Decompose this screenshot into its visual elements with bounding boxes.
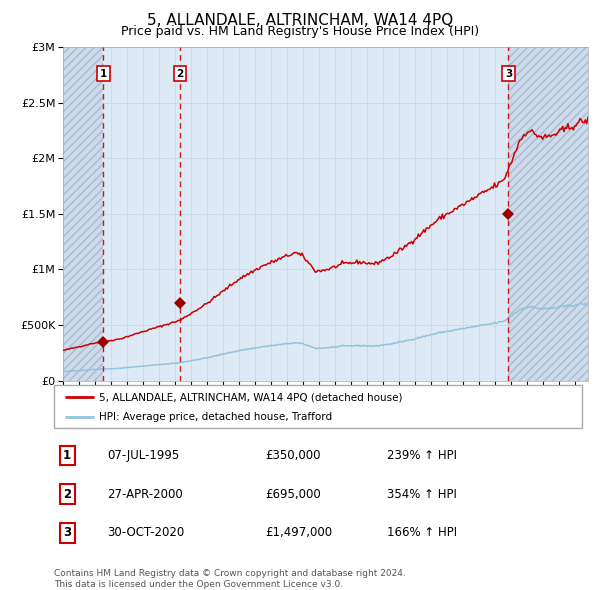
Text: 3: 3 — [63, 526, 71, 539]
Text: 239% ↑ HPI: 239% ↑ HPI — [386, 449, 457, 462]
Bar — [508, 47, 588, 381]
Text: £1,497,000: £1,497,000 — [265, 526, 332, 539]
Text: 07-JUL-1995: 07-JUL-1995 — [107, 449, 179, 462]
Text: 2: 2 — [176, 69, 184, 79]
FancyBboxPatch shape — [54, 385, 582, 428]
Text: 30-OCT-2020: 30-OCT-2020 — [107, 526, 184, 539]
Text: HPI: Average price, detached house, Trafford: HPI: Average price, detached house, Traf… — [99, 412, 332, 422]
Text: £350,000: £350,000 — [265, 449, 321, 462]
Text: 2: 2 — [63, 487, 71, 501]
Bar — [508, 47, 588, 381]
Text: 166% ↑ HPI: 166% ↑ HPI — [386, 526, 457, 539]
Text: 5, ALLANDALE, ALTRINCHAM, WA14 4PQ: 5, ALLANDALE, ALTRINCHAM, WA14 4PQ — [147, 13, 453, 28]
Bar — [180, 47, 508, 381]
Text: 3: 3 — [505, 69, 512, 79]
Bar — [103, 47, 180, 381]
Bar — [63, 47, 103, 381]
Text: 1: 1 — [100, 69, 107, 79]
Text: Price paid vs. HM Land Registry's House Price Index (HPI): Price paid vs. HM Land Registry's House … — [121, 25, 479, 38]
Text: 1: 1 — [63, 449, 71, 462]
Text: Contains HM Land Registry data © Crown copyright and database right 2024.
This d: Contains HM Land Registry data © Crown c… — [54, 569, 406, 589]
Text: 354% ↑ HPI: 354% ↑ HPI — [386, 487, 457, 501]
Text: 27-APR-2000: 27-APR-2000 — [107, 487, 182, 501]
Text: £695,000: £695,000 — [265, 487, 321, 501]
Bar — [63, 47, 103, 381]
Text: 5, ALLANDALE, ALTRINCHAM, WA14 4PQ (detached house): 5, ALLANDALE, ALTRINCHAM, WA14 4PQ (deta… — [99, 392, 403, 402]
